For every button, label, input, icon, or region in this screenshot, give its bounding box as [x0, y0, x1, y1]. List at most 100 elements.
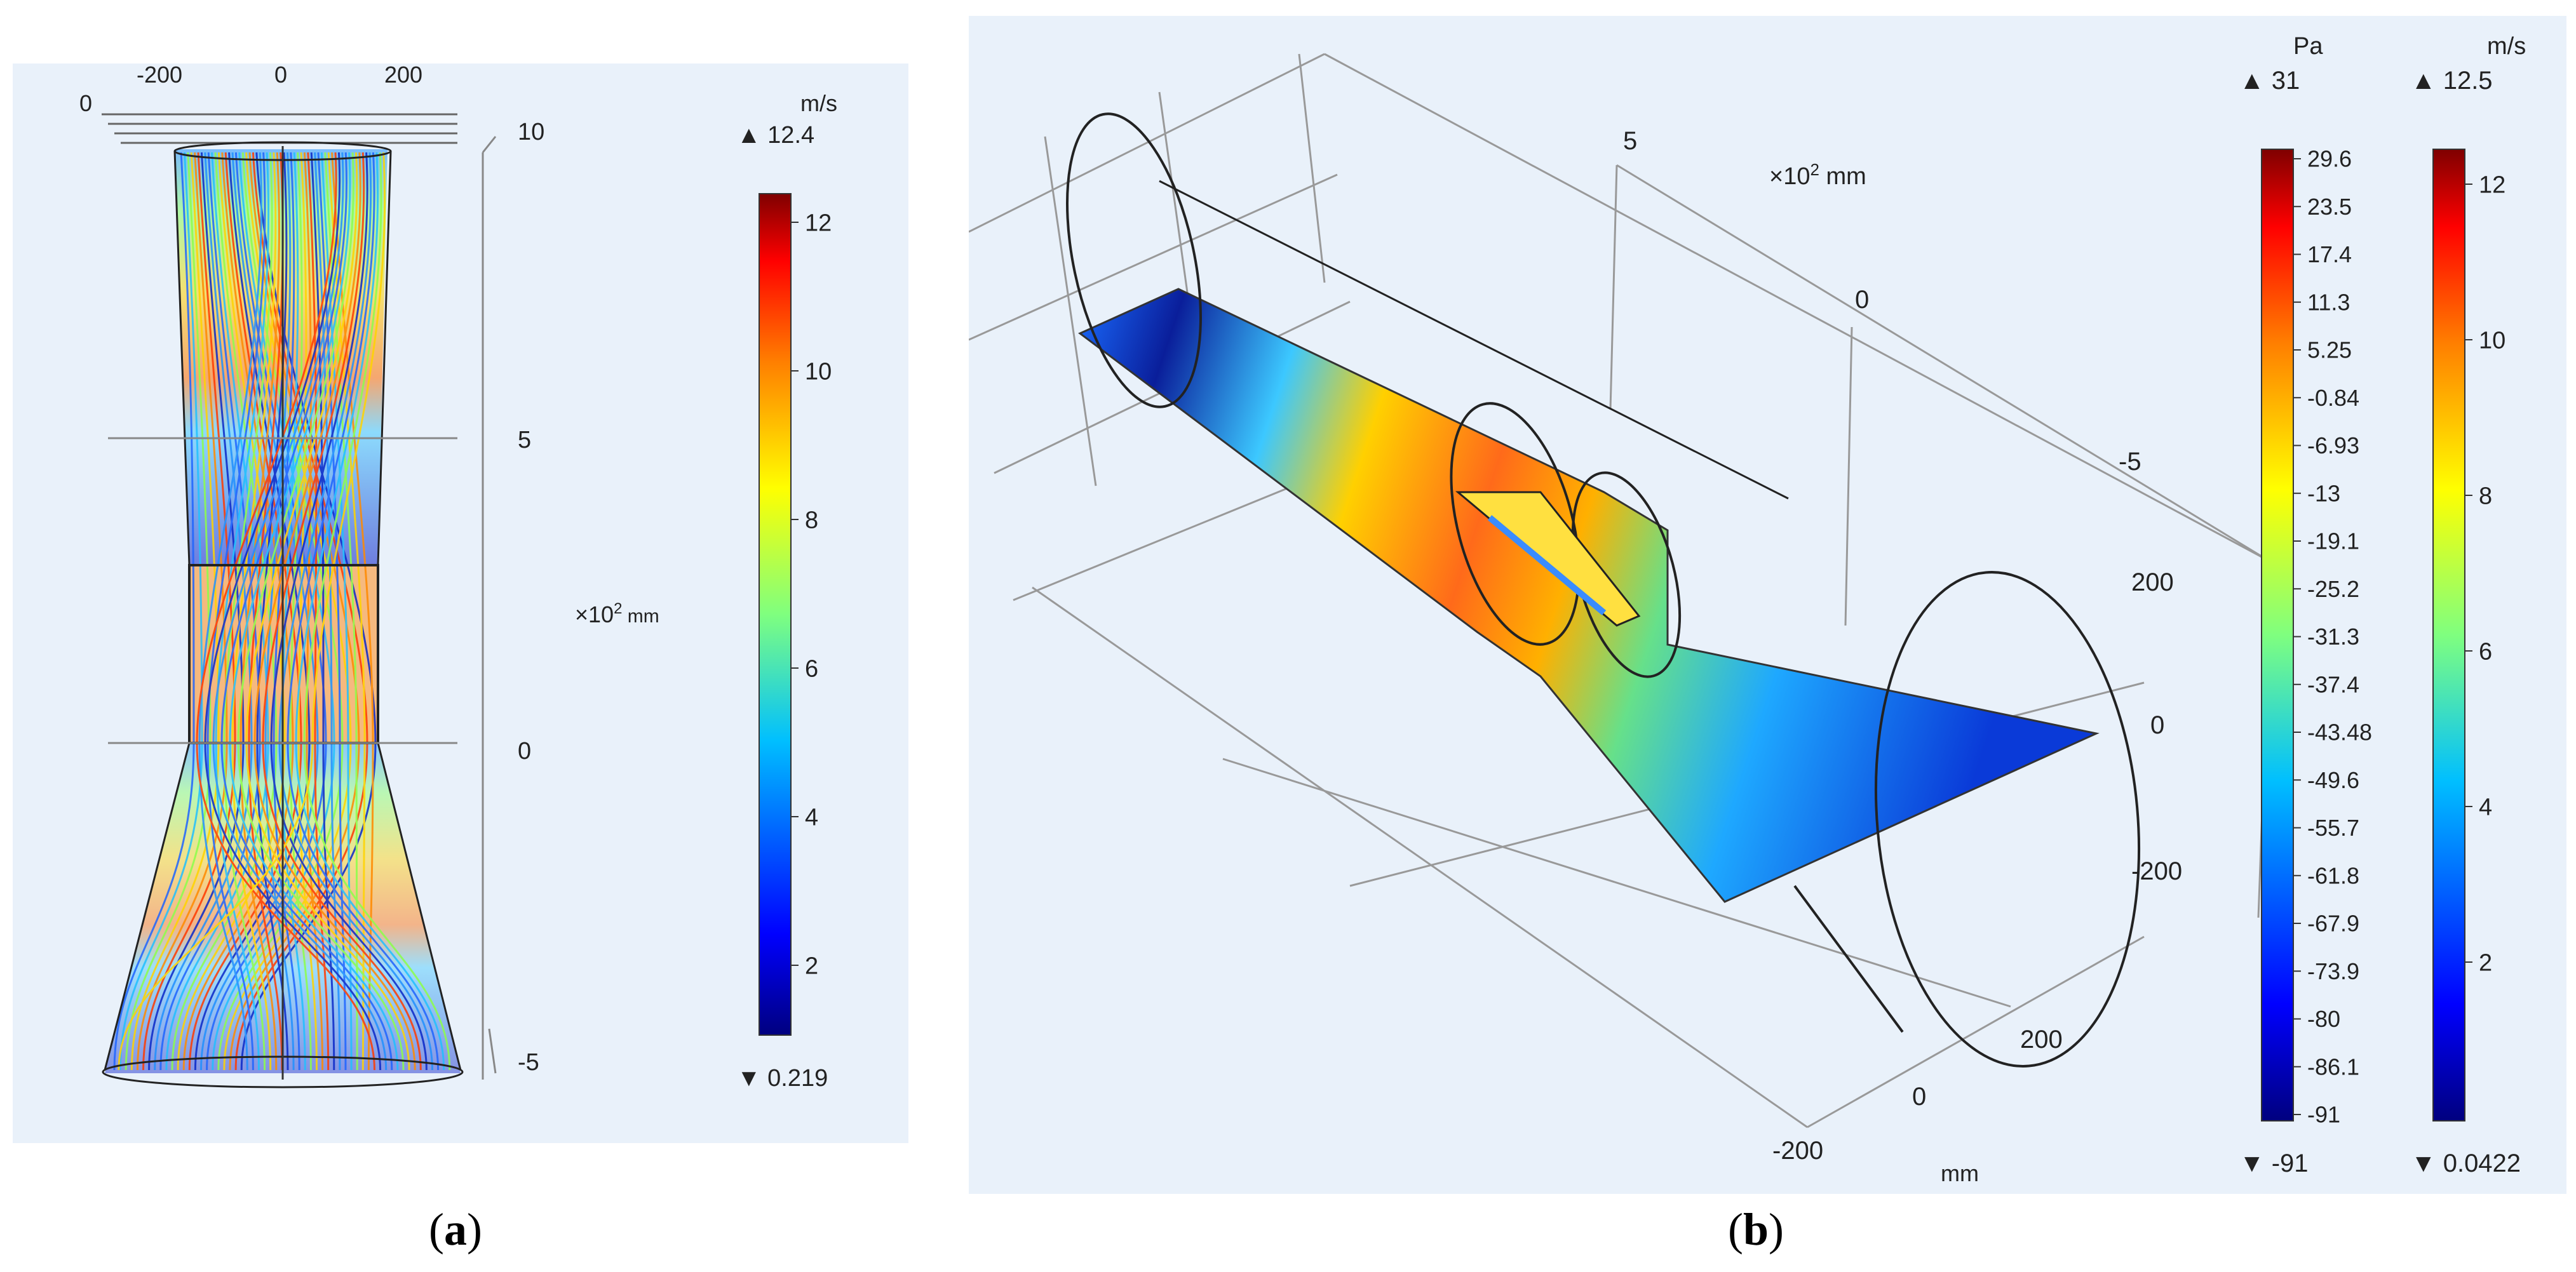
streamline — [220, 152, 393, 1071]
panel-b-pressure-tick-label-15: -61.8 — [2307, 862, 2359, 888]
streamline — [231, 152, 277, 1071]
panel-b-velocity-tick-label-0: 12 — [2479, 171, 2505, 198]
panel-b-pressure-tick-label-16: -67.9 — [2307, 911, 2359, 937]
panel-b-y-tick-0: 200 — [2131, 568, 2174, 596]
panel-a-top-tick-2: 0 — [274, 64, 287, 88]
streamline — [223, 152, 273, 1071]
panel-a-top-tick-1: -200 — [137, 64, 182, 88]
streamline — [215, 152, 270, 1071]
streamline — [229, 152, 360, 1071]
panel-b-velocity-tick-label-1: 10 — [2479, 327, 2505, 354]
panel-a-top-tick-3: 200 — [384, 64, 422, 88]
panel-a-side-tick-1: 5 — [518, 427, 531, 453]
panel-b-pressure-tick-label-20: -91 — [2307, 1102, 2340, 1128]
streamline — [264, 152, 295, 1071]
streamline — [204, 152, 382, 1071]
streamline — [188, 152, 302, 1071]
panel-b-z-tick-0: 5 — [1623, 127, 1637, 155]
panel-b-pressure-tick-label-2: 17.4 — [2307, 241, 2352, 267]
panel-b-pressure-tick-label-6: -6.93 — [2307, 432, 2359, 459]
panel-b-surface — [1066, 112, 2141, 1068]
panel-a-top-tick-0: 0 — [79, 90, 92, 116]
panel-a-colorbar-tick-label-2: 8 — [805, 507, 818, 533]
panel-b-pressure-tick-label-0: 29.6 — [2307, 146, 2352, 172]
streamline — [223, 152, 352, 1071]
streamline — [159, 152, 261, 1071]
streamline — [196, 152, 375, 1071]
streamline — [303, 152, 451, 1071]
caption-b: (b) — [1728, 1204, 1784, 1255]
panel-b-background — [969, 16, 2566, 1194]
panel-a-colorbar-tick-label-5: 2 — [805, 953, 818, 979]
streamline — [295, 152, 445, 1071]
panel-b-pressure-tick-label-7: -13 — [2307, 480, 2340, 506]
panel-b-pressure-tick-label-11: -37.4 — [2307, 671, 2359, 697]
streamline — [177, 152, 286, 1071]
streamline — [256, 152, 289, 1071]
streamline — [130, 152, 220, 1071]
streamline — [287, 152, 440, 1071]
panel-a-colorbar — [759, 193, 792, 1036]
panel-b-velocity-max-label: ▲ 12.5 — [2411, 67, 2493, 95]
panel-b-velocity-colorbar — [2432, 149, 2465, 1121]
panel-b-x-tick-0: 200 — [2020, 1026, 2063, 1054]
panel-b-velocity-tick-label-5: 2 — [2479, 949, 2492, 976]
panel-b-pressure-tick-label-3: 11.3 — [2307, 289, 2350, 315]
panel-a-side-tick-2: 0 — [518, 738, 531, 765]
panel-a: 0 -200 0 200 10 5 0 -5 ×102 mm — [13, 62, 908, 1143]
panel-b-pressure-colorbar — [2261, 149, 2294, 1121]
streamline — [229, 152, 399, 1071]
streamline — [154, 152, 253, 1071]
streamline — [136, 152, 228, 1071]
panel-b-velocity-min-label: ▼ 0.0422 — [2411, 1149, 2521, 1177]
panel-a-colorbar-tick-label-4: 4 — [805, 804, 818, 831]
panel-b-x-tick-1: 0 — [1912, 1083, 1926, 1111]
panel-a-plot: 0 -200 0 200 10 5 0 -5 ×102 mm — [13, 62, 908, 1143]
streamline — [206, 152, 266, 1071]
panel-b-x-unit: mm — [1941, 1160, 1979, 1186]
panel-a-geometry — [102, 141, 464, 1088]
panel-b-pressure-tick-label-4: 5.25 — [2307, 337, 2352, 363]
panel-b-z-tick-1: 0 — [1855, 286, 1869, 314]
panel-a-colorbar-tick-label-3: 6 — [805, 655, 818, 682]
panel-a-side-tick-0: 10 — [518, 119, 544, 145]
streamline — [165, 152, 269, 1071]
streamline — [245, 152, 410, 1071]
panel-b-pressure-max-label: ▲ 31 — [2239, 67, 2300, 95]
streamline — [270, 152, 428, 1071]
panel-b-pressure-unit: Pa — [2293, 33, 2323, 60]
panel-b-velocity-tick-label-2: 8 — [2479, 483, 2492, 509]
streamline — [171, 152, 278, 1071]
panel-a-min-label: ▼ 0.219 — [737, 1065, 828, 1092]
streamline — [119, 152, 203, 1071]
streamline — [118, 152, 386, 1071]
panel-b-y-tick-2: -200 — [2131, 857, 2182, 885]
panel-b-pressure-tick-label-14: -55.7 — [2307, 815, 2359, 841]
panel-a-max-label: ▲ 12.4 — [737, 122, 814, 149]
streamline — [278, 152, 433, 1071]
panel-b-y-tick-1: 0 — [2150, 711, 2164, 739]
panel-b-pressure-tick-label-5: -0.84 — [2307, 385, 2359, 411]
panel-b-velocity-tick-label-4: 4 — [2479, 794, 2492, 820]
streamline — [182, 152, 294, 1071]
panel-b-axis-unit: ×102 mm — [1769, 160, 1866, 190]
streamline — [125, 152, 212, 1071]
streamline — [237, 152, 405, 1071]
panel-b-pressure-tick-label-17: -73.9 — [2307, 958, 2359, 984]
caption-a: (a) — [429, 1204, 482, 1255]
panel-b-pressure-tick-label-9: -25.2 — [2307, 576, 2359, 602]
panel-a-axis-unit: ×102 mm — [575, 600, 659, 627]
panel-b-x-tick-2: -200 — [1772, 1137, 1823, 1165]
panel-a-colorbar-tick-label-0: 12 — [805, 210, 832, 236]
panel-a-side-tick-3: -5 — [518, 1049, 539, 1076]
panel-b-velocity-tick-label-3: 6 — [2479, 638, 2492, 665]
streamline — [113, 152, 195, 1071]
panel-a-colorbar-tick-label-1: 10 — [805, 358, 832, 385]
panel-b-pressure-min-label: ▼ -91 — [2239, 1149, 2309, 1177]
streamline — [198, 152, 262, 1071]
panel-b-plot: 5 0 -5 ×102 mm 200 0 -200 200 0 -200 mm … — [968, 16, 2566, 1194]
streamline — [239, 152, 280, 1071]
panel-b: 5 0 -5 ×102 mm 200 0 -200 200 0 -200 mm … — [968, 16, 2566, 1194]
panel-a-side-axis — [482, 136, 497, 1080]
panel-b-velocity-unit: m/s — [2487, 33, 2526, 60]
